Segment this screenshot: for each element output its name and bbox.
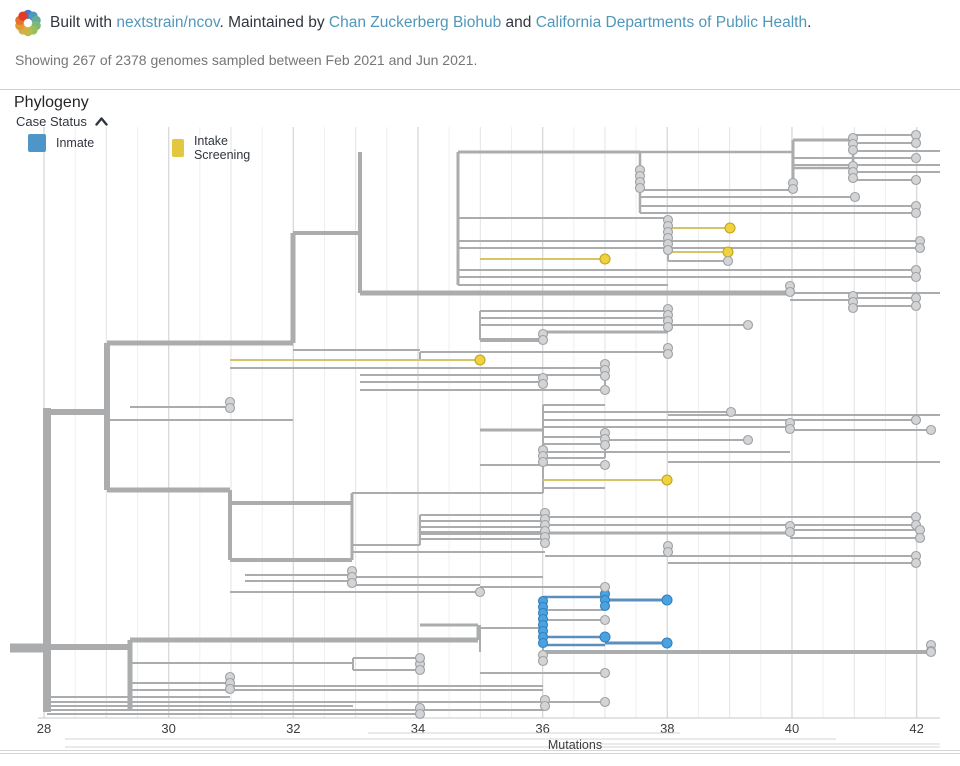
chevron-up-icon xyxy=(95,117,108,126)
and-text: and xyxy=(505,14,532,31)
cdph-link[interactable]: California Departments of Public Health xyxy=(535,14,808,31)
svg-text:34: 34 xyxy=(411,721,425,736)
intake-screening-swatch xyxy=(172,139,184,157)
svg-text:38: 38 xyxy=(660,721,674,736)
ncov-link[interactable]: nextstrain/ncov xyxy=(116,14,220,31)
panel-title: Phylogeny xyxy=(14,94,89,111)
built-with-text: Built with xyxy=(50,14,113,31)
axis-title: Mutations xyxy=(547,738,603,752)
legend-toggle[interactable]: Case Status xyxy=(16,114,108,129)
header-byline: Built with nextstrain/ncov. Maintained b… xyxy=(14,9,811,37)
legend-item-intake-screening[interactable]: Intake Screening xyxy=(172,134,256,162)
period-text: . xyxy=(807,14,812,31)
biohub-link[interactable]: Chan Zuckerberg Biohub xyxy=(328,14,502,31)
maintained-by-text: . Maintained by xyxy=(219,14,325,31)
svg-text:36: 36 xyxy=(535,721,549,736)
nextstrain-logo-icon xyxy=(15,9,41,37)
legend-item-inmate[interactable]: Inmate xyxy=(28,134,94,152)
inmate-label: Inmate xyxy=(56,136,95,150)
inmate-swatch xyxy=(28,134,46,152)
svg-text:30: 30 xyxy=(161,721,175,736)
svg-text:32: 32 xyxy=(286,721,300,736)
svg-text:40: 40 xyxy=(785,721,799,736)
intake-screening-label: Intake Screening xyxy=(193,134,251,162)
genomes-summary: Showing 267 of 2378 genomes sampled betw… xyxy=(15,52,478,68)
svg-text:28: 28 xyxy=(37,721,51,736)
panel-divider xyxy=(0,89,960,90)
legend-title: Case Status xyxy=(16,114,87,129)
byline-text: Built with nextstrain/ncov. Maintained b… xyxy=(50,9,811,37)
svg-text:42: 42 xyxy=(909,721,923,736)
